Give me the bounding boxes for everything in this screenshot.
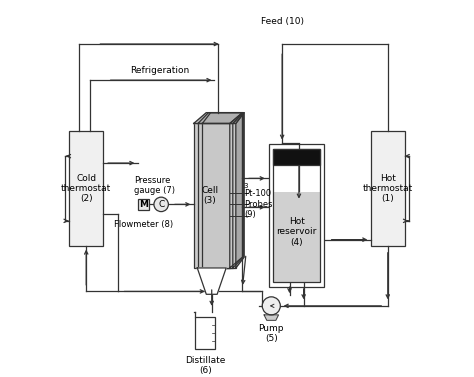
Text: M: M [139, 200, 148, 209]
Polygon shape [230, 113, 242, 268]
Text: Feed (10): Feed (10) [261, 17, 304, 26]
Text: Cell
(3): Cell (3) [201, 186, 219, 205]
Text: Hot
thermostat
(1): Hot thermostat (1) [363, 173, 413, 203]
Text: C: C [158, 200, 164, 209]
Bar [371, 131, 405, 246]
Polygon shape [264, 315, 279, 320]
Text: 3: 3 [243, 182, 247, 188]
Polygon shape [197, 268, 226, 294]
Bar [273, 149, 320, 282]
Text: Hot
reservoir
(4): Hot reservoir (4) [276, 217, 317, 247]
Polygon shape [202, 113, 244, 124]
Text: Flowmeter (8): Flowmeter (8) [114, 220, 173, 229]
Text: Refrigeration: Refrigeration [130, 66, 189, 75]
Bar [69, 131, 103, 246]
Bar [273, 149, 320, 165]
Bar [202, 124, 236, 268]
Circle shape [262, 297, 280, 315]
Bar [269, 144, 324, 287]
Bar [194, 124, 230, 268]
Bar [195, 317, 215, 349]
Circle shape [154, 197, 168, 211]
Bar [198, 124, 233, 268]
Polygon shape [233, 113, 243, 268]
Polygon shape [198, 113, 243, 124]
Bar [137, 199, 149, 210]
Text: Pressure
gauge (7): Pressure gauge (7) [134, 176, 175, 195]
Text: Pump
(5): Pump (5) [258, 324, 284, 343]
Polygon shape [236, 113, 244, 268]
Bar [273, 192, 320, 282]
Text: Pt-100
Probes
(9): Pt-100 Probes (9) [244, 190, 273, 219]
Text: Distillate
(6): Distillate (6) [185, 356, 226, 375]
Polygon shape [194, 113, 242, 124]
Text: Cold
thermostat
(2): Cold thermostat (2) [61, 173, 111, 203]
